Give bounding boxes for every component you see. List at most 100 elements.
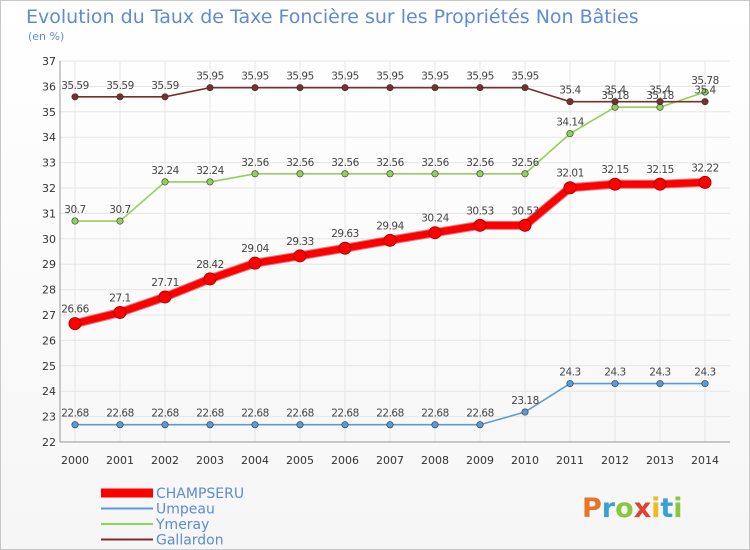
x-tick-label: 2004 [241, 454, 269, 467]
data-label-gallardon: 35.95 [376, 71, 404, 83]
series-point-ymeray [341, 170, 349, 178]
data-label-gallardon: 35.59 [151, 80, 179, 92]
series-point-champseru [158, 290, 172, 304]
x-tick-label: 2005 [286, 454, 314, 467]
data-label-ymeray: 32.56 [421, 157, 449, 169]
data-label-umpeau: 22.68 [106, 408, 134, 420]
y-tick-label: 34 [42, 131, 56, 144]
series-point-ymeray [251, 170, 259, 178]
data-label-champseru: 29.94 [376, 220, 404, 232]
series-point-gallardon [251, 84, 259, 92]
series-point-gallardon [476, 84, 484, 92]
data-label-umpeau: 24.3 [649, 367, 670, 379]
data-label-umpeau: 22.68 [421, 408, 449, 420]
data-label-umpeau: 22.68 [151, 408, 179, 420]
series-point-champseru [383, 233, 397, 247]
data-label-gallardon: 35.59 [61, 80, 89, 92]
data-label-gallardon: 35.95 [466, 71, 494, 83]
logo-letter: r [602, 493, 616, 524]
series-point-gallardon [116, 93, 124, 101]
series-point-ymeray [701, 88, 709, 96]
y-tick-label: 25 [42, 360, 56, 373]
series-point-gallardon [296, 84, 304, 92]
grid [60, 60, 730, 443]
series-point-champseru [248, 256, 262, 270]
chart-title: Evolution du Taux de Taxe Foncière sur l… [26, 6, 639, 28]
data-label-champseru: 30.24 [421, 213, 449, 225]
data-label-umpeau: 22.68 [241, 408, 269, 420]
legend-label-ymeray: Ymeray [155, 517, 209, 533]
data-label-umpeau: 24.3 [559, 367, 580, 379]
x-tick-label: 2008 [421, 454, 449, 467]
series-point-umpeau [71, 421, 79, 429]
series-point-umpeau [701, 380, 709, 388]
series-point-gallardon [431, 84, 439, 92]
y-tick-label: 24 [42, 385, 56, 398]
series-point-gallardon [566, 98, 574, 106]
series-point-umpeau [206, 421, 214, 429]
series-point-gallardon [206, 84, 214, 92]
data-label-ymeray: 34.14 [556, 117, 584, 129]
series-point-ymeray [206, 178, 214, 186]
series-point-umpeau [341, 421, 349, 429]
data-label-gallardon: 35.59 [106, 80, 134, 92]
x-tick-label: 2014 [691, 454, 719, 467]
data-label-gallardon: 35.95 [421, 71, 449, 83]
data-label-gallardon: 35.4 [604, 85, 626, 97]
data-label-gallardon: 35.4 [559, 85, 581, 97]
data-label-champseru: 29.63 [331, 228, 359, 240]
legend-label-gallardon: Gallardon [156, 533, 224, 549]
series-point-gallardon [161, 93, 169, 101]
data-label-ymeray: 32.56 [241, 157, 269, 169]
logo-letter: t [660, 493, 673, 524]
y-tick-label: 30 [42, 233, 56, 246]
x-tick-label: 2009 [466, 454, 494, 467]
y-tick-label: 36 [42, 80, 56, 93]
series-point-champseru [518, 218, 532, 232]
logo-letter: P [582, 493, 602, 524]
series-point-gallardon [611, 98, 619, 106]
chart-subtitle: (en %) [28, 30, 64, 43]
data-label-gallardon: 35.95 [196, 71, 224, 83]
legend-label-umpeau: Umpeau [156, 502, 215, 518]
data-label-champseru: 26.66 [61, 304, 89, 316]
series-point-ymeray [116, 217, 124, 225]
data-label-ymeray: 32.56 [286, 157, 314, 169]
x-tick-label: 2007 [376, 454, 404, 467]
series-point-umpeau [116, 421, 124, 429]
data-label-champseru: 30.53 [466, 205, 494, 217]
data-label-gallardon: 35.95 [511, 71, 539, 83]
data-label-ymeray: 32.24 [151, 165, 179, 177]
series-point-ymeray [386, 170, 394, 178]
series-group [68, 84, 712, 429]
data-label-champseru: 29.04 [241, 243, 269, 255]
data-label-umpeau: 22.68 [196, 408, 224, 420]
series-point-ymeray [521, 170, 529, 178]
series-point-umpeau [161, 421, 169, 429]
data-label-ymeray: 32.56 [331, 157, 359, 169]
series-point-champseru [653, 177, 667, 191]
series-point-champseru [473, 218, 487, 232]
x-tick-label: 2000 [61, 454, 89, 467]
x-tick-label: 2013 [646, 454, 674, 467]
y-tick-label: 23 [42, 411, 56, 424]
data-label-ymeray: 32.56 [376, 157, 404, 169]
data-label-champseru: 28.42 [196, 259, 224, 271]
data-label-umpeau: 24.3 [694, 367, 715, 379]
series-point-ymeray [296, 170, 304, 178]
data-label-ymeray: 35.18 [601, 90, 629, 102]
data-label-champseru: 27.1 [109, 292, 130, 304]
logo-letter: i [673, 493, 682, 524]
series-point-ymeray [476, 170, 484, 178]
series-point-umpeau [656, 380, 664, 388]
series-point-gallardon [341, 84, 349, 92]
proxiti-logo: Proxiti [582, 493, 683, 524]
series-point-champseru [608, 177, 622, 191]
series-point-gallardon [386, 84, 394, 92]
x-tick-label: 2010 [511, 454, 539, 467]
series-point-champseru [203, 272, 217, 286]
series-point-ymeray [161, 178, 169, 186]
series-point-champseru [428, 226, 442, 240]
